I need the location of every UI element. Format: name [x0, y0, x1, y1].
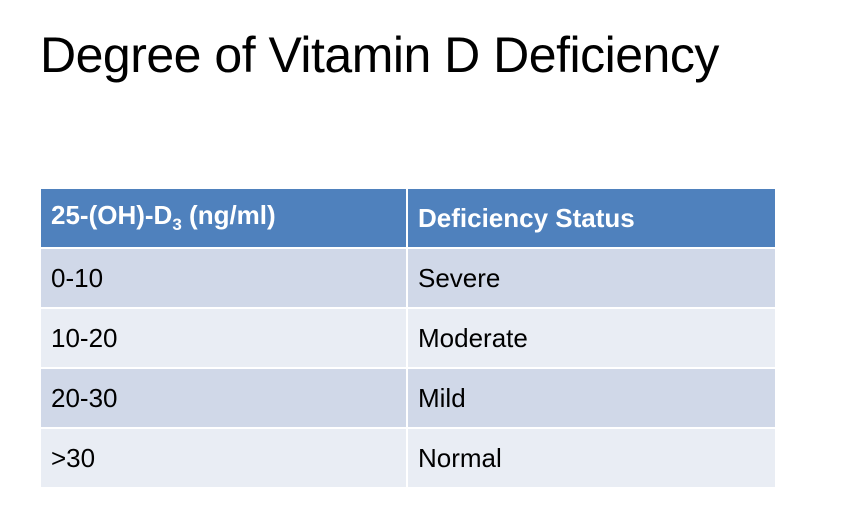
- cell-status: Mild: [407, 367, 775, 428]
- vitamin-d-table: 25-(OH)-D3 (ng/ml) Deficiency Status 0-1…: [41, 189, 775, 487]
- cell-status: Severe: [407, 247, 775, 308]
- cell-range: 0-10: [41, 247, 408, 308]
- cell-status: Normal: [407, 427, 775, 487]
- header-level-subscript: 3: [172, 215, 182, 235]
- header-level-prefix: 25-(OH)-D: [51, 200, 173, 231]
- header-level: 25-(OH)-D3 (ng/ml): [41, 189, 408, 248]
- table-row: >30 Normal: [41, 427, 775, 487]
- table-row: 10-20 Moderate: [41, 307, 775, 368]
- slide-title: Degree of Vitamin D Deficiency: [40, 27, 719, 83]
- cell-range: 10-20: [41, 307, 408, 368]
- cell-status: Moderate: [407, 307, 775, 368]
- table-row: 0-10 Severe: [41, 247, 775, 308]
- header-status: Deficiency Status: [407, 189, 775, 248]
- cell-range: >30: [41, 427, 408, 487]
- table-row: 20-30 Mild: [41, 367, 775, 428]
- table-header-row: 25-(OH)-D3 (ng/ml) Deficiency Status: [41, 189, 775, 248]
- cell-range: 20-30: [41, 367, 408, 428]
- vitamin-d-table-container: 25-(OH)-D3 (ng/ml) Deficiency Status 0-1…: [41, 189, 775, 487]
- header-level-unit: (ng/ml): [181, 200, 276, 231]
